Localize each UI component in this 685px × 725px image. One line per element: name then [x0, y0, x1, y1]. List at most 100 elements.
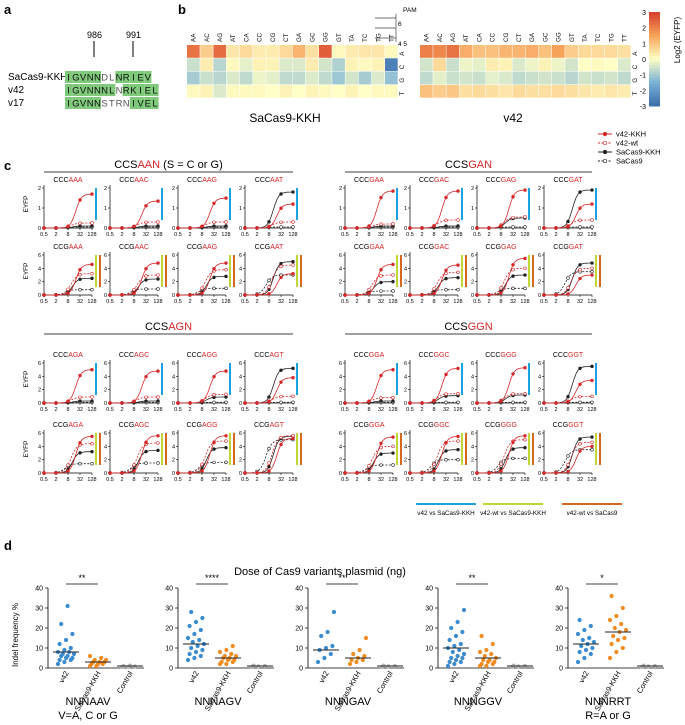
- series-point: [279, 220, 283, 224]
- y-axis-label: EYFP: [23, 196, 30, 213]
- heatmap-cell: [226, 84, 240, 98]
- heatmap-cell: [319, 58, 332, 72]
- x-tick-label: 0.5: [106, 477, 114, 483]
- heatmap-cell: [472, 84, 486, 98]
- dose-plot-title-suffix: AAT: [270, 244, 284, 251]
- residue-letter: R: [116, 99, 123, 110]
- colorbar-segment: [649, 102, 660, 107]
- series-point: [379, 268, 383, 272]
- x-tick-label: 8: [367, 477, 370, 483]
- series-point: [156, 199, 160, 203]
- heatmap-cell: [305, 58, 319, 72]
- dose-plot-title-suffix: GGG: [501, 422, 517, 429]
- y-tick-label: 4: [104, 266, 107, 272]
- series-point: [108, 471, 112, 475]
- heatmap-cell: [578, 71, 592, 85]
- pam-position-6: 6: [398, 21, 402, 28]
- x-tick-label: 128: [587, 232, 596, 238]
- series-line: [410, 190, 459, 229]
- series-point: [578, 190, 582, 194]
- data-point: [330, 643, 335, 649]
- dose-plot-title-suffix: GGC: [434, 422, 450, 429]
- series-point: [291, 376, 295, 380]
- y-tick-label: 2: [404, 280, 407, 286]
- data-point: [70, 631, 75, 637]
- y-tick-label: 2: [404, 186, 407, 192]
- y-axis-label: EYFP: [23, 441, 30, 458]
- heatmap-title-kkh: SaCas9-KKH: [249, 111, 320, 125]
- data-point: [460, 629, 465, 635]
- motif-label: NNNGAV: [325, 696, 372, 708]
- x-tick-label: 2: [420, 299, 423, 305]
- y-tick-label: 4: [471, 266, 474, 272]
- data-point: [193, 619, 199, 625]
- series-point: [279, 400, 283, 405]
- data-point: [615, 637, 621, 643]
- series-point: [444, 458, 448, 462]
- dose-plot-title-prefix: CCC: [53, 352, 68, 359]
- heatmap-column-label: TG: [375, 33, 382, 42]
- x-tick-label: 2: [420, 477, 423, 483]
- data-point: [185, 635, 191, 641]
- series-point: [554, 226, 558, 230]
- x-tick-label: 0.5: [174, 477, 182, 483]
- x-tick-label: 8: [566, 477, 569, 483]
- x-tick-label: 0.5: [473, 299, 481, 305]
- x-tick-label: 128: [221, 232, 230, 238]
- x-tick-label: 0.5: [174, 232, 182, 238]
- y-tick-label: 0: [104, 226, 107, 232]
- series-point: [212, 224, 216, 228]
- x-tick-label: 8: [432, 407, 435, 413]
- heatmap-cell: [433, 84, 446, 98]
- heatmap-cell: [604, 84, 618, 98]
- x-tick-label: 32: [143, 477, 149, 483]
- x-tick-label: 0.5: [106, 299, 114, 305]
- x-tick-label: 8: [267, 299, 270, 305]
- y-tick-label: 1: [538, 206, 541, 212]
- series-point: [120, 293, 124, 297]
- series-point: [66, 224, 70, 228]
- residue-highlight: [122, 84, 130, 96]
- y-tick-label: 4: [538, 444, 541, 450]
- y-tick-label: 4: [404, 444, 407, 450]
- heatmap-column-label: GA: [296, 32, 303, 42]
- series-point: [90, 434, 94, 439]
- data-point: [477, 649, 483, 655]
- x-tick-label: 128: [388, 477, 397, 483]
- x-tick-label: 0.5: [241, 477, 249, 483]
- data-point: [579, 643, 584, 649]
- x-category-label: v42: [187, 670, 201, 685]
- data-point: [230, 643, 235, 649]
- residue-letter: R: [123, 86, 130, 97]
- y-tick-label: 2: [538, 186, 541, 192]
- y-tick-label: 0: [404, 293, 407, 299]
- series-point: [343, 226, 347, 230]
- series-point: [475, 226, 479, 230]
- dose-plot-title: CCGGAC: [419, 244, 450, 251]
- dose-plot-title-prefix: CCC: [486, 177, 501, 184]
- residue-highlight: [101, 84, 109, 96]
- series-point: [279, 261, 283, 266]
- panel-label-c: c: [4, 158, 11, 173]
- series-point: [499, 469, 503, 473]
- significance-legend-label: v42-wt vs SaCas9: [567, 510, 618, 517]
- heatmap-cell: [319, 45, 332, 58]
- data-point: [612, 625, 617, 631]
- heatmap-column-label: TC: [595, 33, 602, 42]
- residue-letter: I: [132, 99, 135, 110]
- y-tick-label: 10: [425, 646, 433, 653]
- y-tick-label: 6: [538, 361, 541, 367]
- series-point: [90, 449, 94, 454]
- series-point: [590, 202, 594, 206]
- series-point: [590, 378, 594, 383]
- series-point: [391, 289, 395, 293]
- y-tick-label: 2: [239, 186, 242, 192]
- y-tick-label: 2: [172, 186, 175, 192]
- dose-plot: CCCAGA 0 2 4 6 0.5 2 8 32 128 EYFP: [23, 352, 97, 413]
- residue-letter: G: [72, 86, 79, 97]
- x-category-label: Control: [635, 669, 655, 695]
- series-point: [224, 274, 228, 279]
- series-line: [44, 193, 93, 229]
- y-tick-label: 4: [404, 266, 407, 272]
- x-category-label: Control: [115, 669, 135, 695]
